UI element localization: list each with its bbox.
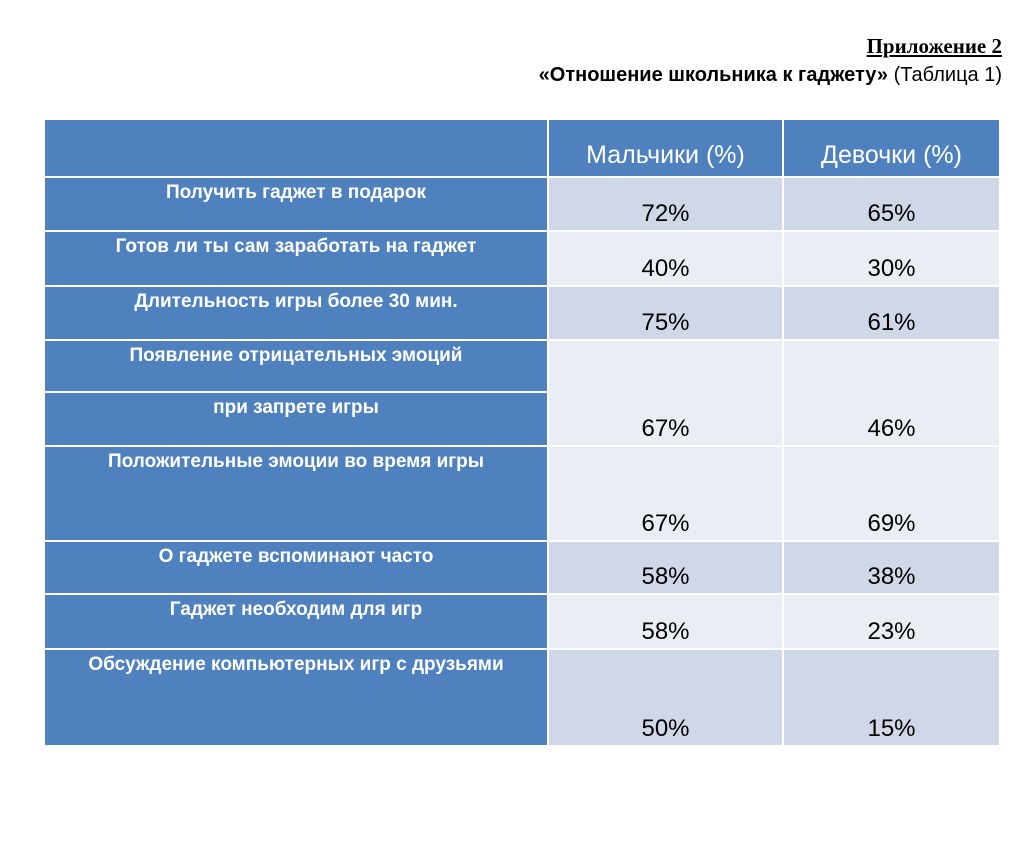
cell-girls: 65% [784,178,999,230]
value-boys: 58% [641,618,690,645]
cell-boys: 67% [549,341,782,445]
value-girls: 46% [867,415,916,442]
appendix-label: Приложение 2 [866,34,1002,58]
value-girls: 15% [867,715,916,742]
cell-boys: 75% [549,287,782,339]
survey-table: Мальчики (%) Девочки (%) Получить гаджет… [45,120,999,745]
cell-boys: 67% [549,447,782,540]
cell-boys: 58% [549,595,782,648]
header-girls-label: Девочки (%) [821,141,962,169]
cell-girls: 69% [784,447,999,540]
value-girls: 30% [867,255,916,282]
cell-boys: 72% [549,178,782,230]
value-girls: 61% [867,309,916,336]
document-title: «Отношение школьника к гаджету» [538,64,889,86]
value-boys: 50% [641,715,690,742]
row-label: Положительные эмоции во время игры [45,447,547,540]
value-girls: 65% [867,200,916,227]
cell-girls: 61% [784,287,999,339]
cell-girls: 38% [784,542,999,593]
cell-girls: 15% [784,650,999,745]
cell-girls: 23% [784,595,999,648]
cell-boys: 58% [549,542,782,593]
document-subtitle: «Отношение школьника к гаджету» (Таблица… [539,64,1002,87]
cell-boys: 40% [549,232,782,285]
cell-girls: 46% [784,341,999,445]
value-girls: 38% [867,563,916,590]
row-label: Получить гаджет в подарок [45,178,547,230]
value-boys: 67% [641,415,690,442]
row-label-continued: при запрете игры [45,393,547,445]
value-boys: 72% [641,200,690,227]
header-cell-boys: Мальчики (%) [549,120,782,176]
value-girls: 69% [867,510,916,537]
cell-boys: 50% [549,650,782,745]
value-girls: 23% [867,618,916,645]
value-boys: 58% [641,563,690,590]
cell-girls: 30% [784,232,999,285]
row-label: О гаджете вспоминают часто [45,542,547,593]
header-boys-label: Мальчики (%) [586,141,745,169]
header-cell-girls: Девочки (%) [784,120,999,176]
table-reference: (Таблица 1) [893,64,1002,86]
row-label: Готов ли ты сам заработать на гаджет [45,232,547,285]
header-cell-empty [45,120,547,176]
value-boys: 67% [641,510,690,537]
value-boys: 75% [641,309,690,336]
row-label: Длительность игры более 30 мин. [45,287,547,339]
row-label: Обсуждение компьютерных игр с друзьями [45,650,547,745]
row-label: Появление отрицательных эмоций [45,341,547,391]
row-label: Гаджет необходим для игр [45,595,547,648]
value-boys: 40% [641,255,690,282]
